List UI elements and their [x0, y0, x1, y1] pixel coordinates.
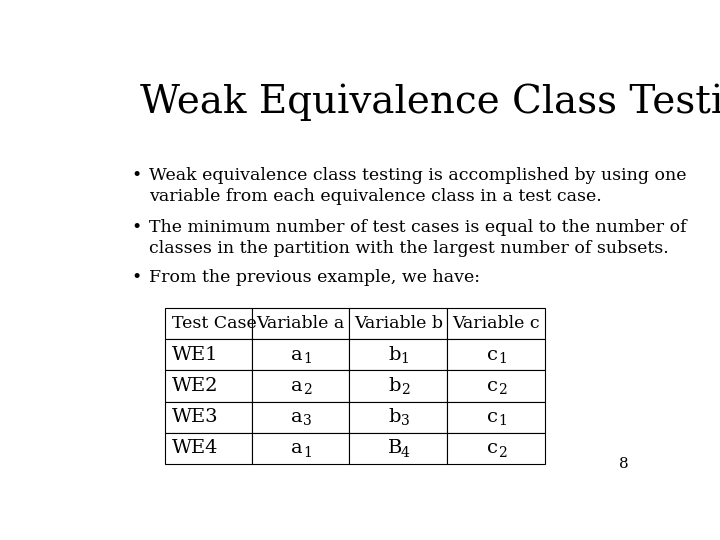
- Text: b: b: [389, 346, 401, 364]
- Text: From the previous example, we have:: From the previous example, we have:: [148, 269, 480, 286]
- Text: 2: 2: [303, 383, 312, 397]
- Bar: [252, 402, 349, 433]
- Text: a: a: [292, 377, 303, 395]
- Text: a: a: [292, 440, 303, 457]
- Bar: [349, 339, 447, 370]
- Text: WE3: WE3: [172, 408, 219, 426]
- Text: 1: 1: [303, 446, 312, 460]
- Text: 1: 1: [303, 352, 312, 366]
- Text: 4: 4: [400, 446, 410, 460]
- Text: Weak equivalence class testing is accomplished by using one
variable from each e: Weak equivalence class testing is accomp…: [148, 167, 686, 205]
- Text: c: c: [487, 346, 498, 364]
- Text: 3: 3: [303, 414, 312, 428]
- Text: c: c: [487, 377, 498, 395]
- Text: Variable c: Variable c: [452, 315, 540, 332]
- Text: c: c: [487, 440, 498, 457]
- Bar: [252, 308, 349, 339]
- Bar: [166, 433, 252, 464]
- Text: b: b: [389, 408, 401, 426]
- Text: WE4: WE4: [172, 440, 219, 457]
- Text: 2: 2: [498, 446, 507, 460]
- Bar: [252, 339, 349, 370]
- Bar: [447, 339, 545, 370]
- Text: b: b: [389, 377, 401, 395]
- Text: a: a: [292, 346, 303, 364]
- Text: 2: 2: [400, 383, 410, 397]
- Text: B: B: [388, 440, 402, 457]
- Bar: [252, 433, 349, 464]
- Text: 3: 3: [400, 414, 410, 428]
- Text: a: a: [292, 408, 303, 426]
- Text: Variable a: Variable a: [256, 315, 345, 332]
- Text: 8: 8: [619, 457, 629, 471]
- Bar: [349, 308, 447, 339]
- Bar: [166, 370, 252, 402]
- Text: Weak Equivalence Class Testing: Weak Equivalence Class Testing: [140, 84, 720, 122]
- Bar: [447, 370, 545, 402]
- Text: 1: 1: [498, 352, 507, 366]
- Bar: [447, 402, 545, 433]
- Bar: [166, 339, 252, 370]
- Text: Variable b: Variable b: [354, 315, 443, 332]
- Text: 1: 1: [400, 352, 410, 366]
- Bar: [349, 433, 447, 464]
- Text: 2: 2: [498, 383, 507, 397]
- Bar: [447, 308, 545, 339]
- Text: c: c: [487, 408, 498, 426]
- Bar: [349, 402, 447, 433]
- Bar: [166, 308, 252, 339]
- Text: •: •: [132, 167, 142, 184]
- Text: •: •: [132, 269, 142, 286]
- Text: WE2: WE2: [172, 377, 219, 395]
- Bar: [166, 402, 252, 433]
- Text: WE1: WE1: [172, 346, 219, 364]
- Bar: [447, 433, 545, 464]
- Bar: [252, 370, 349, 402]
- Text: The minimum number of test cases is equal to the number of
classes in the partit: The minimum number of test cases is equa…: [148, 219, 686, 257]
- Bar: [349, 370, 447, 402]
- Text: 1: 1: [498, 414, 507, 428]
- Text: Test Case: Test Case: [172, 315, 257, 332]
- Text: •: •: [132, 219, 142, 235]
